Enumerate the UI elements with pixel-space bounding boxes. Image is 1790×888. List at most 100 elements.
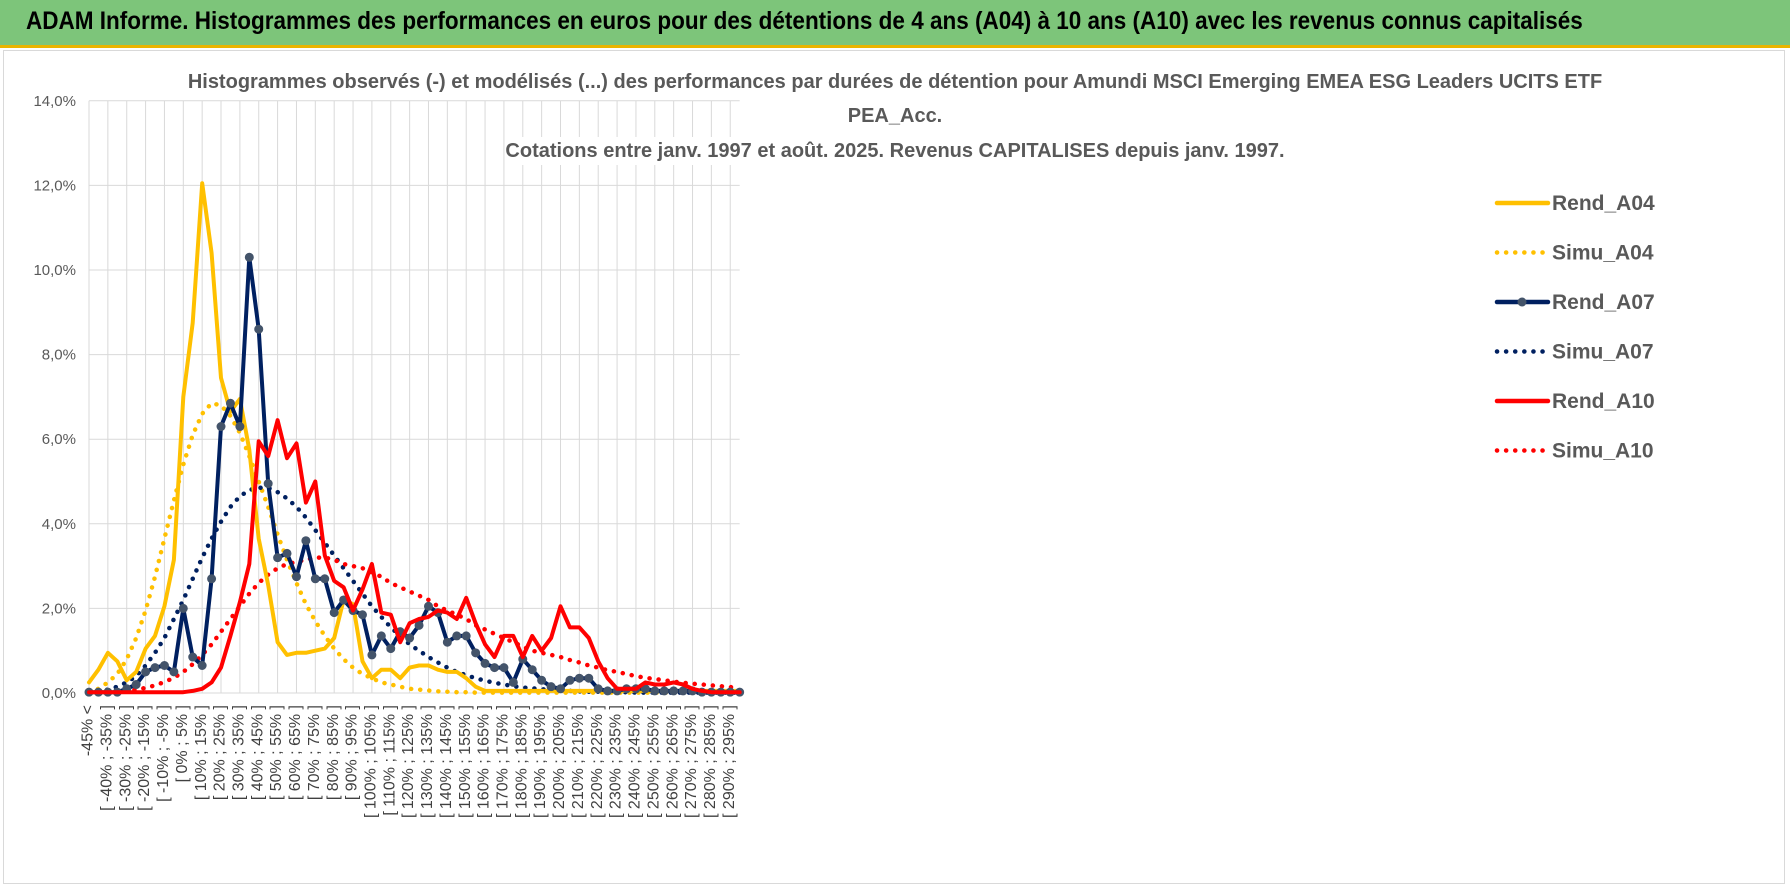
x-tick-label: [ 80% ; 85% ]: [325, 705, 342, 800]
series-line-rend_a04: [87, 181, 742, 693]
x-tick-label: -45% <: [80, 705, 97, 756]
point-rend_a07: [499, 663, 509, 673]
point-rend_a07: [169, 667, 179, 677]
point-rend_a07: [301, 536, 311, 546]
legend-label: Rend_A10: [1552, 390, 1655, 413]
y-tick-label: 14,0%: [33, 93, 76, 110]
x-tick-label: [ 120% ; 125% ]: [400, 705, 417, 818]
legend-label: Rend_A07: [1552, 291, 1655, 314]
point-rend_a07: [320, 574, 330, 584]
point-rend_a07: [263, 479, 273, 489]
chart-title-line: PEA_Acc.: [848, 105, 943, 127]
point-rend_a07: [556, 684, 565, 694]
x-tick-label: [ 290% ; 295% ]: [721, 705, 738, 818]
point-rend_a07: [282, 548, 292, 558]
point-rend_a07: [310, 574, 320, 584]
x-tick-label: [ 110% ; 115% ]: [381, 705, 398, 816]
point-rend_a07: [178, 603, 188, 613]
report-title: ADAM Informe. Histogrammes des performan…: [26, 7, 1583, 35]
point-rend_a07: [546, 682, 556, 692]
point-rend_a07: [537, 675, 547, 685]
point-rend_a07: [461, 631, 471, 641]
chart-frame: [3, 50, 1785, 884]
point-rend_a07: [508, 677, 518, 687]
point-rend_a07: [291, 572, 301, 582]
point-rend_a07: [150, 663, 160, 673]
point-rend_a07: [678, 686, 688, 696]
x-tick-label: [ 260% ; 265% ]: [664, 705, 681, 818]
title-backdrop: [505, 137, 1285, 165]
x-tick-label: [ 50% ; 55% ]: [268, 705, 285, 800]
point-rend_a07: [452, 631, 462, 641]
x-tick-label: [ -10% ; -5% ]: [155, 705, 172, 802]
y-tick-label: 2,0%: [42, 600, 76, 617]
point-rend_a07: [414, 620, 424, 630]
x-tick-label: [ 180% ; 185% ]: [513, 705, 530, 818]
point-rend_a07: [527, 665, 537, 675]
y-tick-label: 12,0%: [33, 177, 76, 194]
point-rend_a07: [273, 553, 283, 563]
y-axis-tick-labels: 0,0% 2,0% 4,0% 6,0% 8,0% 10,0% 12,0% 14,0%: [33, 93, 76, 702]
x-tick-label: [ 60% ; 65% ]: [287, 705, 304, 800]
x-tick-label: [ 90% ; 95% ]: [344, 705, 361, 800]
point-rend_a07: [367, 650, 377, 660]
x-tick-label: [ 100% ; 105% ]: [362, 705, 379, 818]
title-backdrop: [187, 68, 1603, 96]
x-tick-label: [ 140% ; 145% ]: [438, 705, 455, 818]
chart-title-line: Histogrammes observés (-) et modélisés (…: [188, 71, 1602, 93]
x-tick-label: [ 210% ; 215% ]: [570, 705, 587, 818]
y-tick-label: 4,0%: [42, 516, 76, 533]
chart-title-line: Cotations entre janv. 1997 et août. 2025…: [505, 140, 1284, 162]
chart-legend: Rend_A04 Simu_A04 Rend_A07 Simu_A07 Rend_A10…: [1475, 178, 1679, 476]
point-rend_a07: [235, 422, 245, 432]
x-tick-label: [ 220% ; 225% ]: [589, 705, 606, 818]
legend-marker: [1517, 297, 1527, 307]
x-tick-label: [ 10% ; 15% ]: [193, 705, 210, 800]
y-tick-label: 0,0%: [42, 685, 76, 702]
x-tick-label: [ -30% ; -25% ]: [117, 705, 134, 811]
point-rend_a07: [480, 658, 490, 668]
x-tick-label: [ 20% ; 25% ]: [212, 705, 229, 800]
point-rend_a07: [442, 637, 452, 647]
x-tick-label: [ 240% ; 245% ]: [627, 705, 644, 818]
chart-title: Histogrammes observés (-) et modélisés (…: [187, 68, 1603, 165]
point-rend_a07: [603, 686, 613, 696]
point-rend_a07: [207, 574, 217, 584]
title-backdrop: [845, 102, 945, 130]
legend-backdrop: [1475, 178, 1679, 476]
x-tick-label: [ 170% ; 175% ]: [495, 705, 512, 818]
x-tick-label: [ 30% ; 35% ]: [230, 705, 247, 800]
point-rend_a07: [357, 610, 367, 620]
point-rend_a07: [669, 686, 679, 696]
report-banner: ADAM Informe. Histogrammes des performan…: [0, 0, 1790, 48]
legend-label: Simu_A07: [1552, 341, 1654, 364]
legend-label: Simu_A04: [1552, 242, 1654, 265]
x-tick-label: [ 70% ; 75% ]: [306, 705, 323, 800]
chart-gridlines: [88, 100, 740, 694]
x-tick-label: [ 200% ; 205% ]: [551, 705, 568, 818]
point-rend_a07: [188, 652, 198, 662]
point-rend_a07: [329, 608, 339, 618]
point-rend_a07: [197, 661, 207, 671]
x-tick-label: [ 150% ; 155% ]: [457, 705, 474, 818]
point-rend_a07: [659, 686, 669, 696]
point-rend_a07: [584, 673, 594, 683]
point-rend_a07: [650, 686, 660, 696]
x-tick-label: [ 40% ; 45% ]: [249, 705, 266, 800]
x-tick-label: [ -40% ; -35% ]: [98, 705, 115, 811]
point-rend_a07: [254, 324, 264, 334]
y-tick-label: 6,0%: [42, 431, 76, 448]
point-rend_a07: [131, 680, 141, 690]
x-tick-label: [ 0% ; 5% ]: [174, 705, 191, 782]
point-rend_a07: [405, 633, 415, 643]
x-tick-label: [ 190% ; 195% ]: [532, 705, 549, 818]
series-line-rend_a07: [87, 255, 742, 695]
point-rend_a07: [423, 601, 433, 611]
x-tick-label: [ 130% ; 135% ]: [419, 705, 436, 818]
x-tick-label: [ 160% ; 165% ]: [476, 705, 493, 818]
x-axis-tick-labels: -45% <[ -40% ; -35% ][ -30% ; -25% ][ -2…: [80, 705, 738, 818]
legend-label: Rend_A04: [1552, 192, 1655, 215]
series-line-rend_a10: [87, 418, 742, 695]
y-tick-label: 8,0%: [42, 347, 76, 364]
series-line-simu_a07: [86, 485, 742, 695]
